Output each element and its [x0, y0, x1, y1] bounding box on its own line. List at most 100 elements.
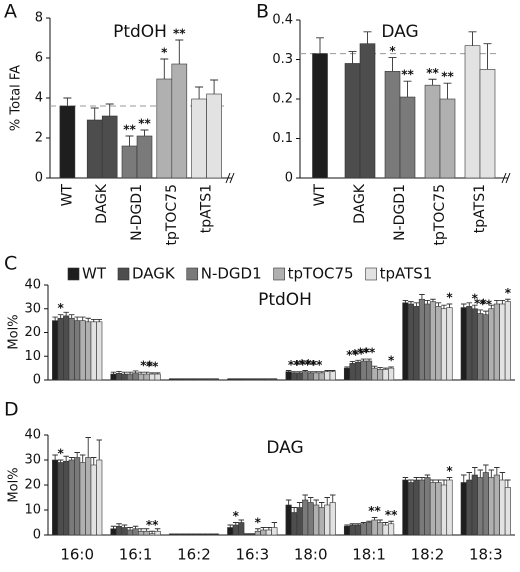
error-bar — [446, 303, 453, 308]
y-tick-label: 0.3 — [272, 52, 293, 67]
error-bar — [466, 472, 473, 480]
error-bar — [377, 366, 383, 370]
error-bar — [79, 454, 86, 463]
error-bar — [435, 302, 442, 307]
y-tick-label: 0 — [35, 171, 43, 186]
bar — [424, 477, 431, 536]
error-bar — [175, 39, 184, 64]
y-tick-label: 0 — [285, 171, 293, 186]
significance-star: * — [58, 447, 65, 461]
bar — [238, 522, 245, 536]
bar — [238, 378, 245, 381]
bar — [285, 504, 292, 536]
significance-star: ** — [480, 298, 493, 312]
error-bar — [307, 497, 314, 503]
error-bar — [494, 299, 500, 304]
error-bar — [169, 533, 175, 535]
x-tick-label: 18:2 — [411, 546, 445, 564]
bar — [460, 307, 467, 381]
error-bar — [324, 370, 330, 372]
bar — [121, 527, 128, 536]
panel-title: DAG — [266, 438, 303, 458]
significance-star: ** — [138, 117, 151, 131]
error-bar — [307, 371, 314, 373]
error-bar — [313, 499, 319, 505]
error-bar — [483, 310, 489, 315]
error-bar — [483, 43, 492, 70]
error-bar — [349, 361, 356, 364]
error-bar — [249, 533, 256, 535]
y-axis-label: Mol% — [7, 467, 22, 502]
y-tick-label: 10 — [24, 503, 41, 518]
error-bar — [85, 317, 91, 322]
bar — [435, 306, 442, 381]
axis-break — [225, 172, 235, 184]
bar — [384, 71, 401, 179]
legend-label: N-DGD1 — [201, 265, 262, 283]
error-bar — [266, 527, 272, 530]
bar — [174, 378, 181, 381]
significance-star: * — [388, 353, 395, 367]
bar — [232, 378, 239, 381]
legend-swatch — [273, 267, 285, 281]
significance-star: ** — [146, 359, 159, 373]
error-bar — [160, 58, 169, 79]
bar — [110, 373, 117, 381]
bar — [343, 525, 351, 536]
error-bar — [207, 533, 214, 535]
bar — [59, 105, 76, 179]
bar — [429, 301, 437, 381]
bar — [207, 534, 214, 536]
error-bar — [371, 365, 378, 369]
bar — [96, 459, 103, 536]
bar — [179, 378, 186, 381]
bar — [212, 534, 220, 536]
bar — [413, 479, 420, 536]
category-label: N-DGD1 — [129, 184, 145, 241]
error-bar — [428, 78, 437, 86]
bar — [271, 378, 278, 381]
error-bar — [116, 523, 122, 527]
error-bar — [408, 301, 414, 304]
error-bar — [227, 524, 234, 528]
error-bar — [180, 533, 186, 535]
bar — [349, 524, 356, 536]
significance-star: ** — [146, 518, 159, 532]
y-tick-label: 0.2 — [272, 92, 293, 107]
error-bar — [68, 314, 75, 319]
error-bar — [96, 439, 102, 460]
error-bar — [388, 57, 397, 72]
y-tick-label: 30 — [24, 301, 41, 316]
y-tick-label: 30 — [24, 453, 41, 468]
bar — [399, 96, 416, 179]
y-tick-label: 8 — [35, 11, 43, 26]
significance-star: ** — [288, 358, 301, 372]
legend-label: DAGK — [132, 265, 176, 283]
bar — [479, 69, 496, 179]
bar — [464, 45, 481, 179]
bar — [382, 524, 389, 536]
significance-star: ** — [474, 296, 487, 310]
error-bar — [244, 533, 250, 535]
category-label: DAGK — [352, 183, 368, 224]
bar — [471, 474, 478, 536]
bar — [424, 303, 431, 381]
error-bar — [377, 519, 383, 523]
error-bar — [285, 370, 292, 372]
error-bar — [443, 82, 452, 99]
bar — [477, 313, 484, 381]
bar — [382, 369, 389, 381]
x-tick-label: 16:1 — [119, 546, 153, 564]
bar — [185, 534, 192, 536]
error-bar — [316, 37, 324, 54]
error-bar — [238, 519, 245, 523]
bar — [466, 306, 473, 381]
error-bar — [348, 51, 357, 64]
error-bar — [154, 528, 161, 532]
bar — [121, 145, 138, 179]
bar — [418, 479, 425, 536]
bar — [143, 373, 150, 381]
significance-star: ** — [293, 358, 306, 372]
error-bar — [110, 371, 117, 375]
bar — [52, 459, 59, 536]
